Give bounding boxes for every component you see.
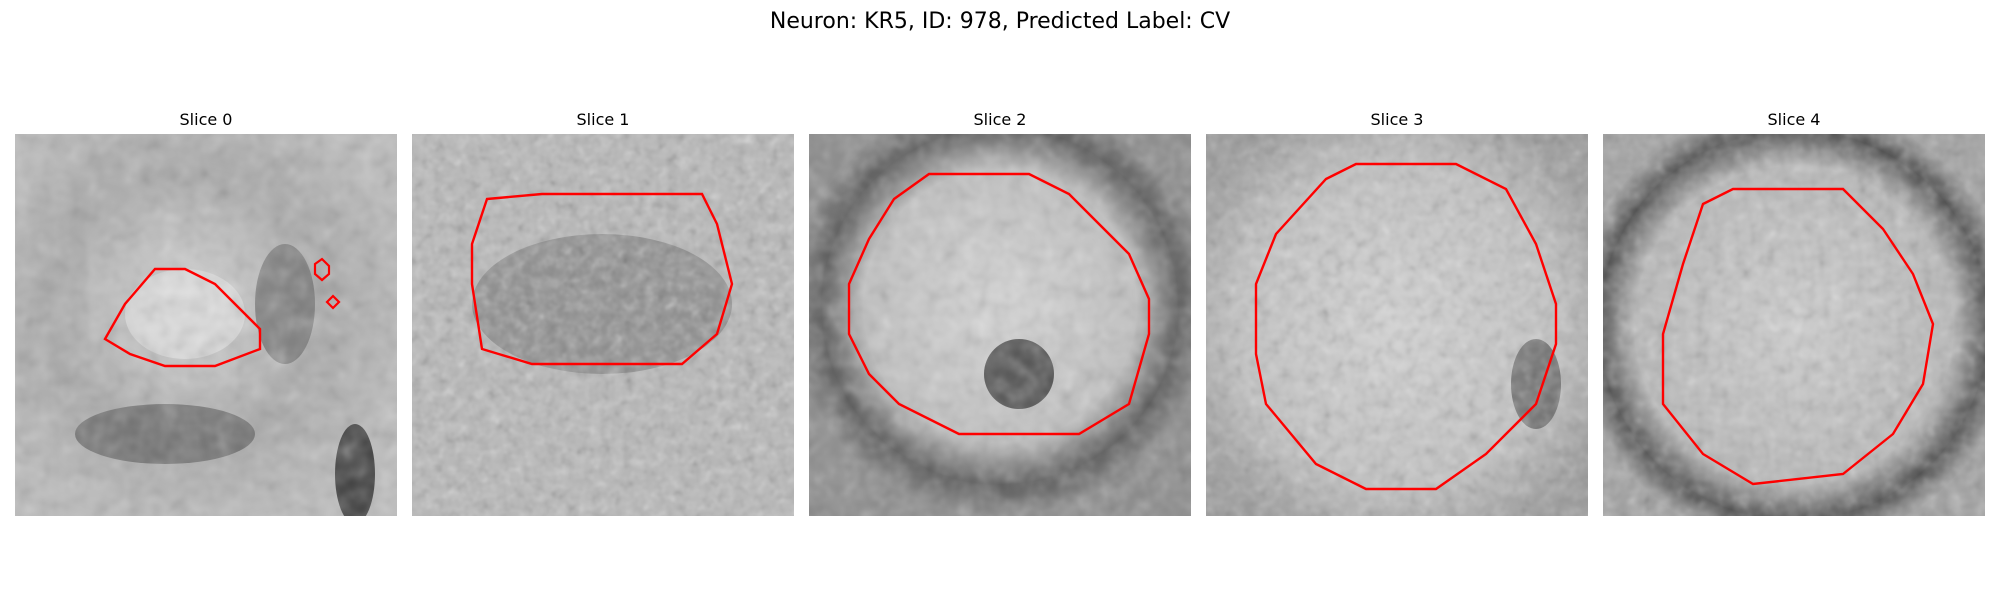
figure-title: Neuron: KR5, ID: 978, Predicted Label: C…: [769, 9, 1231, 34]
slice-panel-1: Slice 1: [412, 110, 794, 516]
contour-4: [1661, 187, 1935, 486]
slice-panel-2: Slice 2: [809, 110, 1191, 516]
contour-0-small-b: [325, 294, 341, 310]
slice-title-4: Slice 4: [1767, 110, 1821, 129]
contour-0-small-a: [313, 257, 331, 282]
slice-image-1: [412, 134, 794, 516]
contour-1: [470, 192, 734, 366]
slice-image-2: [809, 134, 1191, 516]
slice-title-3: Slice 3: [1370, 110, 1424, 129]
slice-title-0: Slice 0: [179, 110, 233, 129]
slice-image-0: [15, 134, 397, 516]
slice-title-2: Slice 2: [973, 110, 1027, 129]
contour-3: [1254, 162, 1558, 491]
slice-image-3: [1206, 134, 1588, 516]
slice-panel-0: Slice 0: [15, 110, 397, 516]
slice-title-1: Slice 1: [576, 110, 630, 129]
slice-panel-4: Slice 4: [1603, 110, 1985, 516]
slice-panel-3: Slice 3: [1206, 110, 1588, 516]
contour-0: [103, 267, 262, 368]
slice-image-4: [1603, 134, 1985, 516]
contour-2: [847, 172, 1151, 436]
